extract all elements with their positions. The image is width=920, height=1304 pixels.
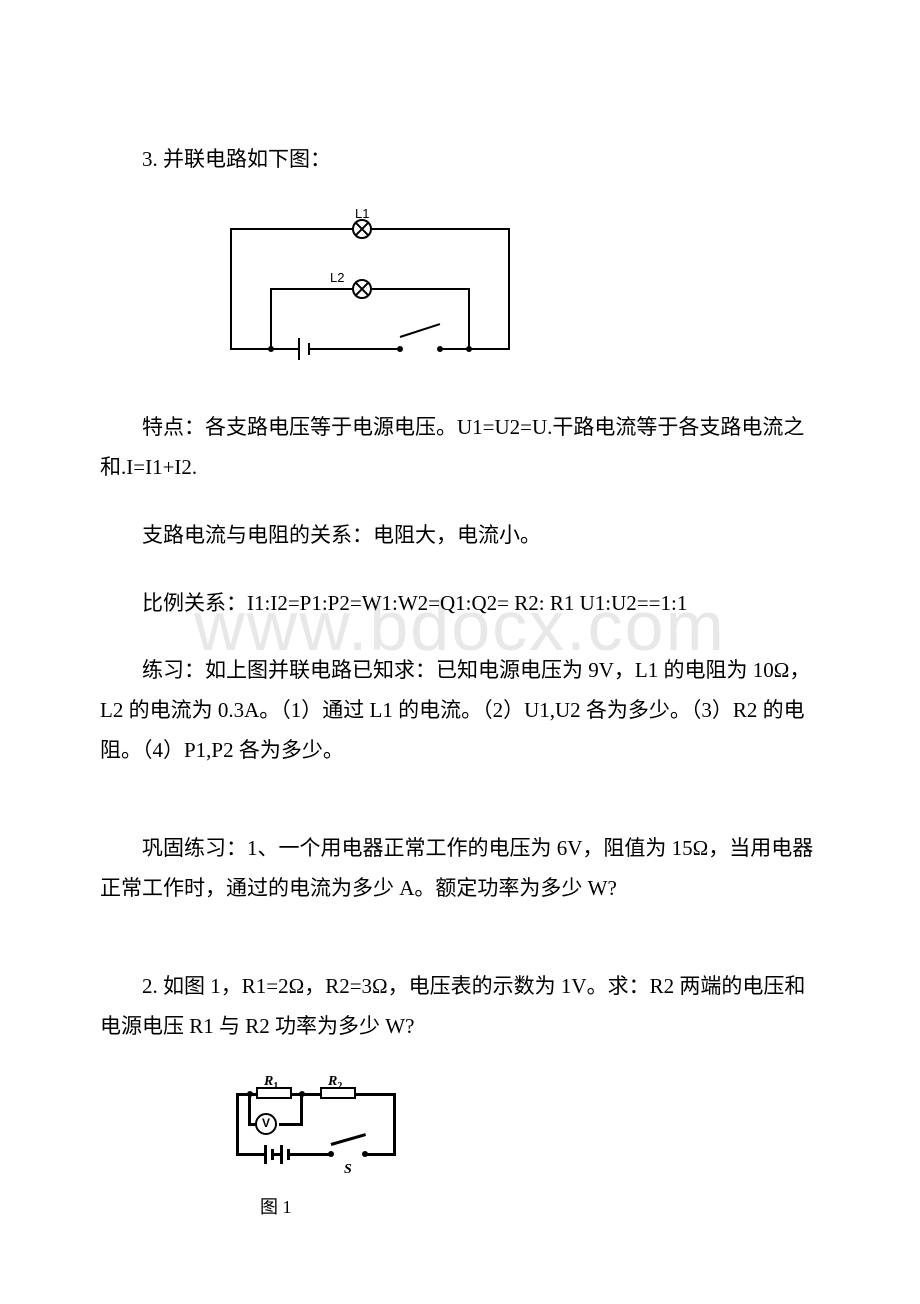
consolidation-q1: 巩固练习：1、一个用电器正常工作的电压为 6V，阻值为 15Ω，当用电器正常工作… [100,829,820,909]
practice-text: 练习：如上图并联电路已知求：已知电源电压为 9V，L1 的电阻为 10Ω，L2 … [100,651,820,771]
figure-1-caption: 图 1 [260,1190,820,1224]
parallel-circuit-diagram: L1 L2 [230,208,820,368]
section-title: 3. 并联电路如下图： [100,140,820,180]
lamp-l1-label: L1 [355,202,369,227]
characteristic-text: 特点：各支路电压等于电源电压。U1=U2=U.干路电流等于各支路电流之和.I=I… [100,408,820,488]
ratio-text: 比例关系：I1:I2=P1:P2=W1:W2=Q1:Q2= R2: R1 U1:… [100,584,820,624]
r2-label: R2 [328,1069,342,1096]
branch-relation-text: 支路电流与电阻的关系：电阻大，电流小。 [100,516,820,556]
r1-label: R1 [264,1069,278,1096]
voltmeter: V [255,1113,277,1135]
series-circuit-diagram: R1 R2 V S [230,1075,820,1175]
lamp-l2-label: L2 [330,266,344,291]
lamp-l2-icon [352,279,372,299]
switch-label: S [344,1157,352,1184]
consolidation-q2: 2. 如图 1，R1=2Ω，R2=3Ω，电压表的示数为 1V。求：R2 两端的电… [100,967,820,1047]
